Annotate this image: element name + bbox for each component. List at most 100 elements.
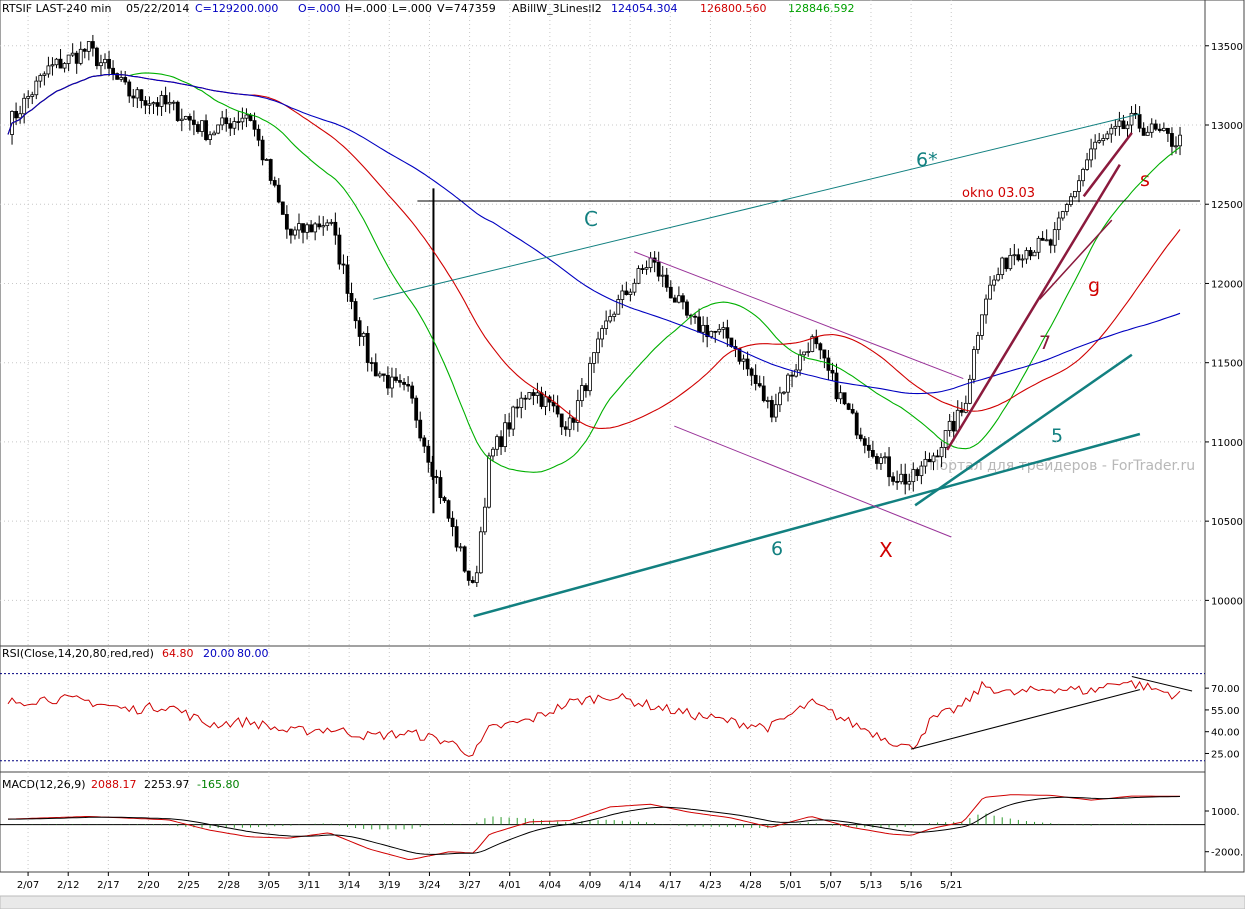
price-candle-body	[765, 400, 770, 402]
price-candle-body	[604, 320, 609, 329]
price-candle-body	[616, 299, 621, 315]
price-ytick-label: 10500	[1211, 517, 1243, 528]
xtick-label: 3/14	[338, 880, 360, 891]
price-candle-body	[349, 293, 354, 302]
price-candle-body	[268, 159, 273, 181]
price-candle-body	[208, 134, 212, 141]
price-candle-body	[1028, 250, 1033, 257]
xtick-label: 4/01	[498, 880, 520, 891]
price-candle-body	[822, 349, 827, 359]
price-candle-body	[410, 385, 415, 399]
price-candle-body	[858, 434, 863, 440]
price-candle-body	[555, 405, 560, 415]
price-candle-body	[280, 201, 285, 215]
price-candle-body	[252, 120, 257, 130]
price-candle-body	[951, 420, 956, 432]
xtick-label: 3/19	[378, 880, 400, 891]
price-candle-body	[786, 374, 790, 393]
price-candle-body	[317, 223, 322, 228]
macd-signal-value: 2253.97	[144, 778, 190, 791]
price-candle-body	[668, 286, 673, 299]
xtick-label: 3/11	[298, 880, 320, 891]
price-candle-body	[782, 391, 786, 394]
price-candle-body	[527, 392, 532, 400]
price-candle-body	[575, 400, 580, 423]
price-candle-body	[794, 369, 798, 377]
price-candle-body	[329, 221, 334, 224]
price-candle-body	[1113, 125, 1118, 129]
okno-label: okno 03.03	[962, 186, 1035, 201]
price-candle-body	[22, 97, 27, 115]
price-candle-body	[923, 458, 928, 467]
rsi-level-low: 20.00	[203, 647, 235, 660]
price-candle-body	[284, 214, 289, 230]
price-candle-body	[701, 324, 706, 333]
price-candle-body	[935, 455, 940, 458]
price-candle-body	[850, 409, 855, 414]
horizontal-scrollbar[interactable]	[0, 895, 1245, 910]
price-candle-body	[931, 455, 936, 463]
price-candle-body	[778, 392, 782, 406]
watermark: Портал для трейдеров - ForTrader.ru	[929, 458, 1195, 474]
price-candle-body	[50, 64, 55, 67]
macd-value: 2088.17	[91, 778, 137, 791]
price-candle-body	[155, 102, 160, 107]
price-candle-body	[507, 422, 512, 430]
price-candle-body	[135, 89, 140, 99]
price-candle-body	[846, 403, 851, 410]
price-candle-body	[1060, 211, 1065, 219]
price-candle-body	[773, 404, 778, 418]
price-candle-body	[866, 444, 871, 451]
price-candle-body	[390, 376, 394, 389]
price-candle-body	[236, 121, 241, 123]
price-candle-body	[681, 295, 685, 303]
price-candle-body	[151, 102, 156, 105]
price-candle-body	[466, 570, 471, 581]
wave-label-x: X	[879, 538, 893, 562]
price-candle-body	[798, 354, 803, 371]
price-ytick-label: 10000	[1211, 596, 1243, 607]
price-candle-body	[588, 363, 592, 392]
price-candle-body	[434, 476, 439, 478]
price-candle-body	[1020, 258, 1025, 261]
price-candle-body	[426, 445, 431, 463]
price-candle-body	[58, 58, 63, 69]
trendline-label-5: 5	[1051, 425, 1063, 447]
price-candle-body	[46, 65, 51, 75]
price-candle-body	[761, 385, 766, 402]
price-candle-body	[38, 75, 43, 82]
xtick-label: 2/17	[97, 880, 119, 891]
price-candle-body	[305, 224, 309, 233]
xtick-label: 5/16	[900, 880, 922, 891]
price-candle-body	[891, 476, 895, 482]
price-candle-body	[82, 48, 87, 52]
price-candle-body	[272, 180, 277, 186]
price-candle-body	[887, 456, 891, 478]
price-candle-body	[14, 111, 18, 119]
rsi-trendline	[910, 689, 1141, 750]
rsi-level-high: 80.00	[237, 647, 269, 660]
price-candle-body	[895, 480, 900, 483]
price-candle-body	[248, 114, 253, 122]
price-candle-body	[70, 52, 75, 56]
price-candle-body	[988, 284, 992, 300]
price-candle-body	[115, 73, 120, 80]
price-candle-body	[830, 369, 835, 374]
price-ytick-label: 13500	[1211, 42, 1243, 53]
macd-signal-line	[8, 796, 1181, 855]
price-candle-body	[167, 101, 172, 105]
rsi-line	[7, 680, 1181, 757]
price-candle-body	[474, 572, 479, 583]
price-candle-body	[567, 417, 572, 430]
price-candle-body	[1125, 124, 1130, 130]
rsi-ytick-label: 25.00	[1211, 749, 1240, 760]
price-candle-body	[99, 62, 103, 67]
price-candle-body	[204, 120, 208, 141]
price-candle-body	[1121, 120, 1126, 130]
xtick-label: 4/28	[739, 880, 761, 891]
price-candle-body	[192, 119, 196, 125]
price-candle-body	[1085, 159, 1089, 170]
rsi-label: RSI(Close,14,20,80,red,red)	[2, 647, 154, 660]
price-candle-body	[802, 351, 807, 356]
price-candle-body	[1077, 180, 1081, 192]
